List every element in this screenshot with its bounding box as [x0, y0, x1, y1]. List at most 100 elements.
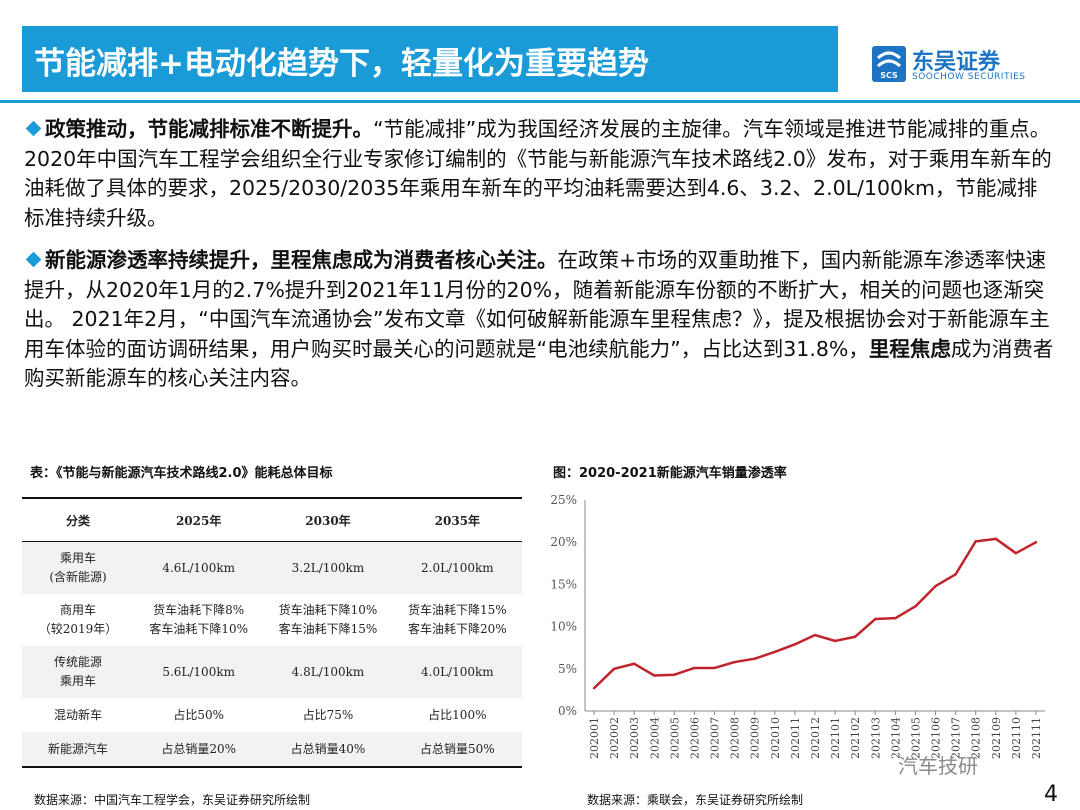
data-point: [713, 666, 716, 670]
row-category: 乘用车 (含新能源): [22, 541, 134, 594]
penetration-line-chart: 0% 5% 10% 15% 20% 25% 202001 202002 202003 202004…: [550, 493, 1045, 759]
data-point: [874, 617, 877, 621]
energy-target-table: 分类 2025年 2030年 2035年 乘用车 (含新能源) 4.6L/100k…: [22, 497, 522, 768]
data-point: [793, 643, 797, 646]
data-point: [693, 666, 696, 670]
para2-body-end: 成为消费者购买新能源车的核心关注内容。: [24, 336, 1054, 391]
data-point: [592, 687, 596, 690]
row-value-2035: 占比100%: [428, 707, 487, 722]
data-point: [994, 537, 998, 541]
table-row: 乘用车 (含新能源) 4.6L/100km 3.2L/100km 2.0L/100…: [22, 541, 522, 594]
y-tick-label: 15%: [550, 577, 577, 591]
row-category: 混动新车: [53, 707, 102, 722]
data-point: [612, 667, 616, 670]
title-bar: 节能减排+电动化趋势下，轻量化为重要趋势: [22, 26, 838, 92]
x-tick-label: 202104: [889, 717, 902, 759]
row-value-2035: 4.0L/100km: [392, 646, 522, 698]
row-value-2025: 占总销量20%: [134, 732, 264, 768]
logo-name-en: SOOCHOW SECURITIES: [912, 72, 1026, 82]
x-tick-label: 202005: [668, 717, 681, 759]
header-2035: 2035年: [392, 497, 522, 542]
data-point: [853, 635, 857, 638]
data-point: [894, 616, 897, 620]
paragraph-penetration: 新能源渗透率持续提升，里程焦虑成为消费者核心关注。在政策+市场的双重助推下，国内…: [24, 246, 1054, 394]
x-tick-label: 202105: [909, 717, 922, 759]
page-title: 节能减排+电动化趋势下，轻量化为重要趋势: [34, 46, 649, 82]
row-value-2025: 占比50%: [173, 707, 224, 722]
x-tick-label: 202103: [869, 717, 882, 759]
x-tick-label: 202009: [749, 717, 762, 759]
header-category: 分类: [22, 497, 134, 542]
chart-caption: 图：2020-2021新能源汽车销量渗透率: [553, 466, 787, 481]
series-line: [593, 537, 1037, 690]
x-tick-label: 202101: [829, 717, 842, 759]
x-tick-label: 202003: [628, 717, 641, 759]
row-value-2030: 货车油耗下降10% 客车油耗下降15%: [278, 603, 378, 636]
data-point: [753, 657, 756, 660]
x-tick-label: 202007: [709, 717, 722, 759]
y-tick-label: 0%: [558, 704, 577, 718]
data-point: [733, 660, 736, 664]
data-point: [653, 674, 656, 677]
table-row: 新能源汽车 占总销量20% 占总销量40% 占总销量50%: [22, 732, 522, 768]
table-row: 商用车 （较2019年） 货车油耗下降8% 客车油耗下降10% 货车油耗下降10% 客…: [22, 594, 522, 646]
row-value-2030: 3.2L/100km: [263, 541, 393, 594]
bullet-diamond-icon: [25, 120, 42, 137]
watermark: 汽车技研: [898, 754, 978, 778]
y-tick-label: 10%: [550, 620, 577, 634]
data-point: [673, 673, 676, 676]
para2-lead: 新能源渗透率持续提升，里程焦虑成为消费者核心关注。: [45, 248, 558, 272]
data-point: [1014, 551, 1018, 555]
data-point: [833, 639, 837, 643]
y-tick-label: 5%: [558, 662, 577, 676]
x-tick-label: 202011: [789, 717, 802, 759]
x-tick-label: 202107: [950, 717, 963, 759]
data-point: [974, 540, 977, 543]
row-value-2030: 4.8L/100km: [263, 646, 393, 698]
page-number: 4: [1044, 782, 1058, 807]
header-divider: [0, 100, 1080, 103]
data-point: [813, 633, 817, 637]
para1-lead: 政策推动，节能减排标准不断提升。: [45, 117, 373, 141]
para1-body: “节能减排”成为我国经济发展的主旋律。汽车领域是推进节能减排的重点。2020年中…: [24, 117, 1052, 230]
x-tick-label: 202110: [1010, 717, 1023, 759]
row-category: 新能源汽车: [22, 732, 134, 768]
x-tick-label: 202012: [809, 717, 822, 759]
data-point: [934, 584, 937, 588]
row-value-2035: 占总销量50%: [392, 732, 522, 768]
row-value-2025: 4.6L/100km: [134, 541, 264, 594]
data-point: [1034, 541, 1038, 544]
table-caption: 表：《节能与新能源汽车技术路线2.0》能耗总体目标: [30, 466, 333, 481]
x-tick-label: 202109: [990, 717, 1003, 759]
y-tick-label: 20%: [550, 535, 577, 549]
x-tick-label: 202102: [849, 717, 862, 759]
x-tick-label: 202002: [608, 717, 621, 759]
source-note-left: 数据来源：中国汽车工程学会，东吴证券研究所绘制: [34, 793, 311, 807]
logo-mark-icon: SCS: [872, 46, 906, 82]
row-value-2030: 占比75%: [302, 707, 354, 722]
para2-body: 在政策+市场的双重助推下，国内新能源车渗透率快速提升，从2020年1月的2.7%…: [24, 248, 1050, 361]
row-value-2025: 5.6L/100km: [134, 646, 264, 698]
logo-mark-text: SCS: [880, 71, 898, 80]
row-value-2025: 货车油耗下降8% 客车油耗下降10%: [149, 603, 248, 636]
x-tick-label: 202108: [970, 717, 983, 759]
row-category: 传统能源 乘用车: [22, 646, 134, 698]
paragraph-policy: 政策推动，节能减排标准不断提升。“节能减排”成为我国经济发展的主旋律。汽车领域是…: [24, 115, 1054, 233]
row-value-2035: 货车油耗下降15% 客车油耗下降20%: [407, 603, 507, 636]
row-category: 商用车 （较2019年）: [38, 603, 118, 636]
x-tick-label: 202106: [930, 717, 943, 759]
logo-name-cn: 东吴证券: [912, 50, 1001, 75]
x-tick-label: 202010: [769, 717, 782, 759]
header-2030: 2030年: [263, 497, 393, 542]
source-note-right: 数据来源：乘联会，东吴证券研究所绘制: [587, 793, 804, 807]
x-tick-label: 202004: [648, 717, 661, 759]
brand-logo: SCS 东吴证券 SOOCHOW SECURITIES: [872, 46, 1042, 86]
row-value-2035: 2.0L/100km: [392, 541, 522, 594]
x-tick-label: 202008: [729, 717, 742, 759]
x-tick-label: 202111: [1030, 717, 1043, 759]
bullet-diamond-icon: [25, 251, 42, 268]
data-point: [632, 662, 636, 665]
row-value-2030: 占总销量40%: [263, 732, 393, 768]
header-2025: 2025年: [134, 497, 264, 542]
y-tick-label: 25%: [550, 493, 577, 507]
